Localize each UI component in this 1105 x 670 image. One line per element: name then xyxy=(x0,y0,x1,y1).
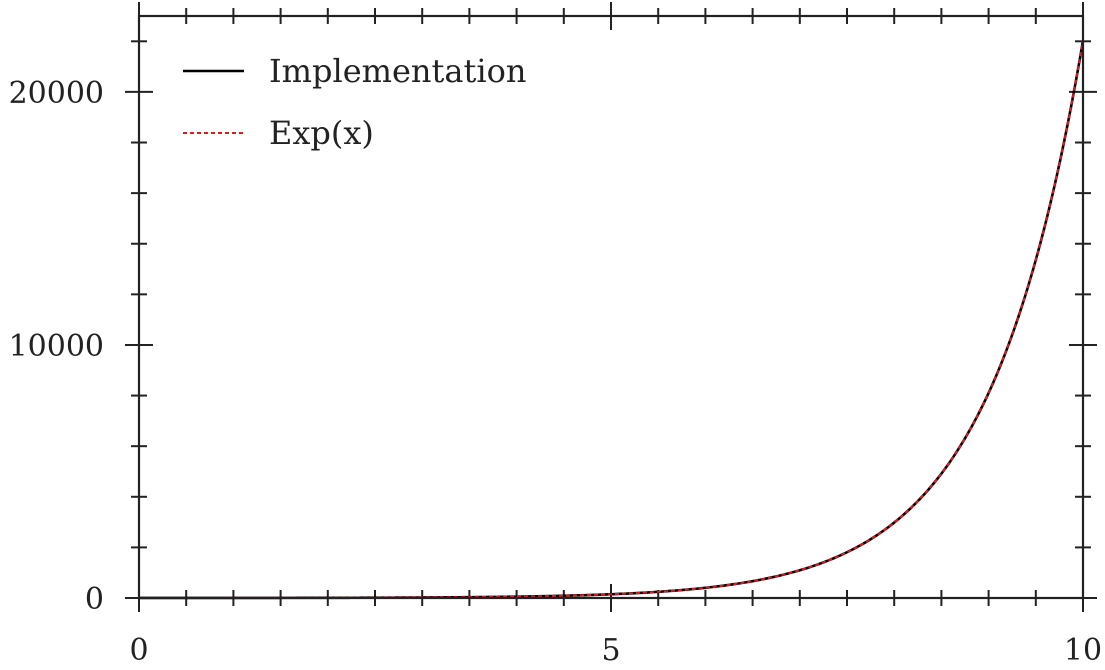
x-tick-label-2: 10 xyxy=(1064,633,1102,666)
tick-labels: 0 5 10 0 10000 20000 xyxy=(9,76,1103,668)
y-tick-label-1: 10000 xyxy=(9,329,104,364)
legend-label-0: Implementation xyxy=(269,52,526,90)
y-tick-label-0: 0 xyxy=(85,582,104,617)
y-tick-label-2: 20000 xyxy=(9,76,104,111)
x-tick-label-1: 5 xyxy=(601,633,620,666)
legend: Implementation Exp(x) xyxy=(183,52,526,152)
x-tick-label-0: 0 xyxy=(129,633,148,666)
minor-ticks xyxy=(131,8,1091,606)
legend-label-1: Exp(x) xyxy=(269,114,374,152)
plot-frame xyxy=(137,14,1085,600)
major-ticks xyxy=(125,2,1097,612)
